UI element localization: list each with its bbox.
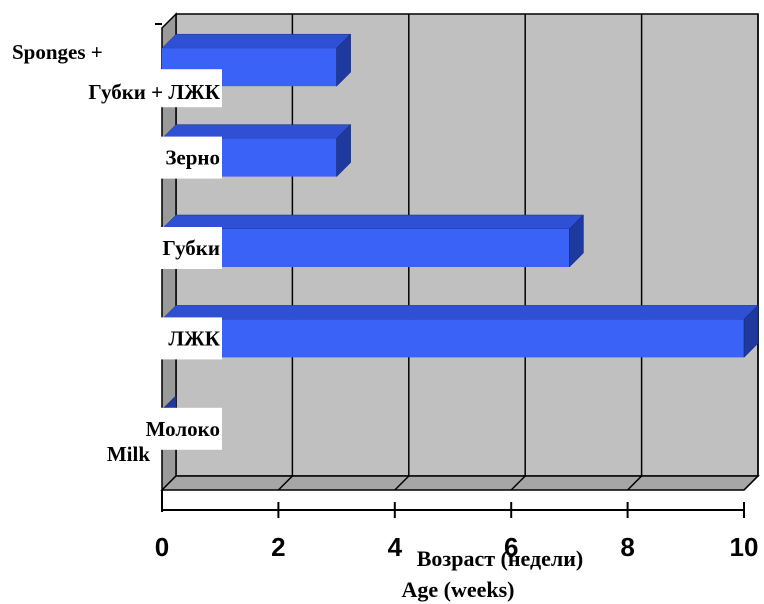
category-label-box-3 xyxy=(0,136,222,179)
bar-1 xyxy=(161,304,759,359)
grid-floor-line-4 xyxy=(627,475,643,491)
grid-floor-line-3 xyxy=(510,475,526,491)
category-label-0: Молоко xyxy=(146,417,220,441)
x-axis-title-en: Age (weeks) xyxy=(401,577,514,602)
category-label-box-2 xyxy=(0,227,222,269)
bar-side-4 xyxy=(336,33,351,87)
x-tick-label-1: 2 xyxy=(271,532,285,562)
grid-floor-line-5 xyxy=(743,475,759,491)
bar-front-2 xyxy=(162,229,570,267)
category-label-box-0 xyxy=(0,407,222,450)
category-label-en-0: Milk xyxy=(107,442,150,466)
bar-side-3 xyxy=(336,123,351,178)
x-tick-label-0: 0 xyxy=(155,532,169,562)
category-label-en-4: Sponges + xyxy=(12,40,103,64)
bar-front-1 xyxy=(162,319,744,358)
x-tick-label-4: 8 xyxy=(620,532,634,562)
category-label-1: ЛЖК xyxy=(168,326,220,350)
x-tick-label-3: 6 xyxy=(504,532,518,562)
x-tick-label-5: 10 xyxy=(730,532,759,562)
x-tick-label-2: 4 xyxy=(388,532,403,562)
grid-floor-line-1 xyxy=(277,475,293,491)
category-label-3: Зерно xyxy=(165,146,220,170)
bar-side-2 xyxy=(569,214,584,268)
category-label-2: Губки xyxy=(163,236,220,260)
floor xyxy=(160,475,760,491)
bar-top-1 xyxy=(161,305,759,320)
x-tick-labels: 0 2 4 6 8 10 xyxy=(155,532,759,562)
bar-top-2 xyxy=(161,214,585,230)
bars xyxy=(161,33,759,449)
category-label-box-1 xyxy=(0,317,222,360)
bar-top-3 xyxy=(161,124,352,139)
bar-side-1 xyxy=(743,304,759,359)
bar-top-4 xyxy=(161,33,352,49)
category-label-4: Губки + ЛЖК xyxy=(88,80,220,104)
category-label-box-4 xyxy=(0,69,222,108)
grid-floor-line-2 xyxy=(394,475,410,491)
x-axis-title: Возраст (недели) xyxy=(417,546,584,571)
bar-2 xyxy=(161,214,585,268)
